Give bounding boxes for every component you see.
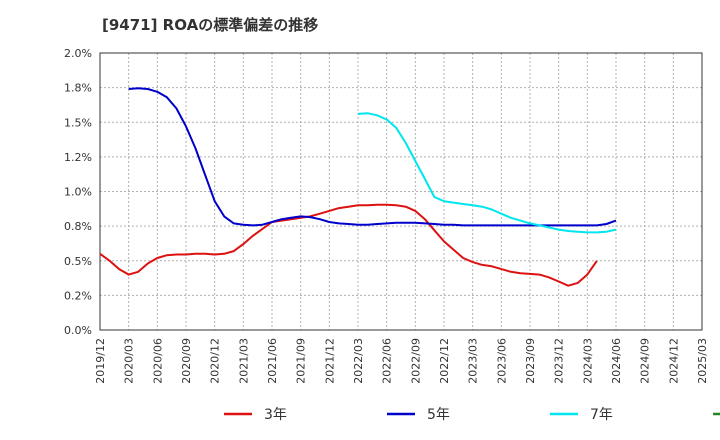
legend-label: 3年 (264, 407, 287, 423)
x-tick-label: 2023/12 (553, 338, 566, 384)
x-tick-label: 2025/03 (696, 338, 709, 384)
x-tick-label: 2022/12 (438, 338, 451, 384)
series-line (357, 112, 617, 234)
x-tick-label: 2023/09 (524, 338, 537, 384)
x-tick-label: 2024/09 (639, 338, 652, 384)
y-tick-label: 1.0% (64, 186, 92, 199)
x-tick-label: 2020/06 (151, 338, 164, 384)
x-tick-label: 2024/12 (667, 338, 680, 384)
x-tick-label: 2022/03 (352, 338, 365, 384)
y-tick-label: 1.8% (64, 82, 92, 95)
y-tick-label: 0.5% (64, 255, 92, 268)
x-tick-label: 2021/12 (323, 338, 336, 384)
x-tick-label: 2022/06 (381, 338, 394, 384)
x-tick-label: 2020/12 (209, 338, 222, 384)
y-tick-label: 1.2% (64, 151, 92, 164)
x-tick-label: 2021/09 (295, 338, 308, 384)
x-tick-label: 2021/06 (266, 338, 279, 384)
y-tick-label: 2.0% (64, 47, 92, 60)
y-tick-label: 0.8% (64, 220, 92, 233)
x-tick-label: 2020/03 (123, 338, 136, 384)
x-tick-label: 2020/09 (180, 338, 193, 384)
y-tick-label: 0.0% (64, 324, 92, 337)
y-tick-label: 1.5% (64, 116, 92, 129)
x-tick-label: 2022/09 (409, 338, 422, 384)
x-tick-label: 2021/03 (237, 338, 250, 384)
legend-label: 5年 (427, 407, 450, 423)
series-line (99, 203, 598, 287)
plot-frame (99, 52, 703, 331)
legend-label: 7年 (590, 407, 613, 423)
x-tick-label: 2024/03 (581, 338, 594, 384)
x-tick-label: 2023/06 (495, 338, 508, 384)
y-tick-label: 0.2% (64, 289, 92, 302)
x-tick-label: 2024/06 (610, 338, 623, 384)
x-tick-label: 2023/03 (467, 338, 480, 384)
x-tick-label: 2019/12 (94, 338, 107, 384)
chart-title: [9471] ROAの標準偏差の推移 (102, 16, 319, 34)
